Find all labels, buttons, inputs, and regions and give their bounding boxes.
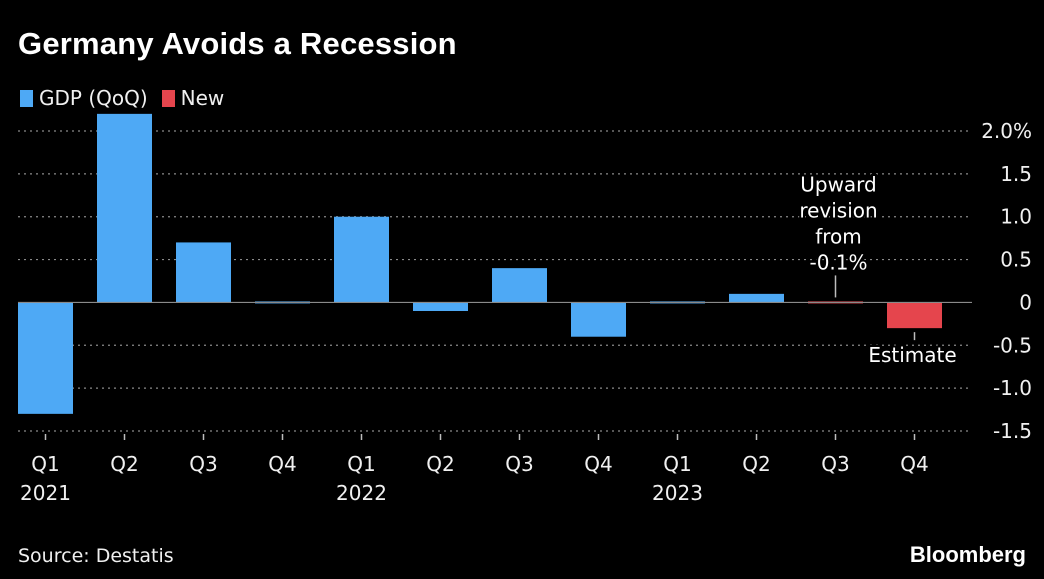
bloomberg-logo: Bloomberg bbox=[909, 542, 1026, 567]
annotation-text: Upward bbox=[800, 172, 877, 196]
y-tick-label: 1.5 bbox=[1000, 162, 1032, 186]
y-tick-label: 2.0% bbox=[981, 119, 1032, 143]
bar-gdp bbox=[18, 302, 73, 414]
annotation-text: revision bbox=[799, 198, 877, 222]
y-tick-label: -1.5 bbox=[993, 419, 1032, 443]
y-tick-label: 0.5 bbox=[1000, 248, 1032, 272]
x-tick-label: Q3 bbox=[189, 452, 217, 476]
bar-gdp bbox=[334, 216, 389, 303]
x-tick-label: Q4 bbox=[268, 452, 296, 476]
x-tick-label: Q4 bbox=[584, 452, 612, 476]
bar-gdp bbox=[97, 113, 152, 303]
x-tick-label: Q1 bbox=[663, 452, 691, 476]
legend-item-new: New bbox=[161, 86, 225, 110]
x-year-label: 2021 bbox=[20, 481, 71, 505]
y-tick-label: 1.0 bbox=[1000, 205, 1032, 229]
annotation-text: from bbox=[815, 224, 862, 248]
y-tick-label: -0.5 bbox=[993, 333, 1032, 357]
annotation-text: Estimate bbox=[868, 343, 956, 367]
bar-gdp bbox=[729, 293, 784, 303]
x-tick-label: Q1 bbox=[347, 452, 375, 476]
bar-gdp bbox=[571, 302, 626, 337]
legend-swatch-new bbox=[161, 89, 175, 107]
chart-title: Germany Avoids a Recession bbox=[18, 26, 457, 61]
y-tick-label: 0 bbox=[1019, 290, 1032, 314]
x-tick-label: Q3 bbox=[821, 452, 849, 476]
bar-chart: 2.0% 1.5 1.0 0.5 0 -0.5 -1.0 -1.5 Q1 Q2 Q3 Q4 Q1 Q2 Q3… bbox=[18, 113, 1032, 505]
chart-legend: GDP (QoQ) New bbox=[20, 86, 238, 110]
bar-gdp bbox=[413, 302, 468, 311]
x-tick-label: Q3 bbox=[505, 452, 533, 476]
legend-label-gdp: GDP (QoQ) bbox=[39, 86, 148, 110]
x-tick-label: Q1 bbox=[31, 452, 59, 476]
x-year-label: 2022 bbox=[336, 481, 387, 505]
bar-gdp bbox=[492, 268, 547, 303]
bar-new bbox=[887, 302, 942, 329]
legend-label-new: New bbox=[180, 86, 225, 110]
annotation-text: -0.1% bbox=[809, 250, 867, 274]
x-year-label: 2023 bbox=[652, 481, 703, 505]
source-note: Source: Destatis bbox=[18, 545, 174, 567]
x-tick-label: Q2 bbox=[742, 452, 770, 476]
bar-gdp bbox=[176, 242, 231, 303]
x-tick-label: Q4 bbox=[900, 452, 928, 476]
x-tick-label: Q2 bbox=[426, 452, 454, 476]
y-tick-label: -1.0 bbox=[993, 376, 1032, 400]
legend-swatch-gdp bbox=[20, 89, 33, 107]
legend-item-gdp: GDP (QoQ) bbox=[20, 86, 148, 110]
x-tick-label: Q2 bbox=[110, 452, 138, 476]
